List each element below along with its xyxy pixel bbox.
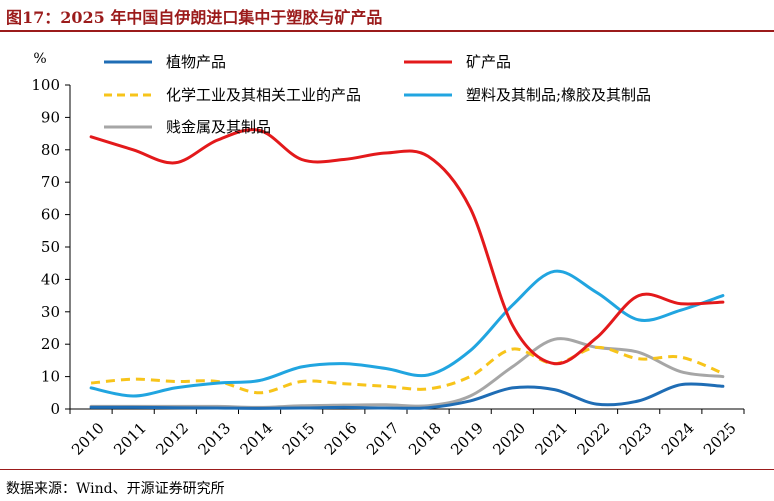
y-tick-label: 90	[41, 108, 60, 126]
series-line-2	[89, 128, 725, 366]
y-tick-label: 70	[41, 173, 60, 191]
source-note: 数据来源：Wind、开源证券研究所	[6, 481, 225, 497]
x-tick-label: 2021	[531, 419, 571, 459]
x-tick-label: 2020	[489, 419, 529, 459]
x-tick-label: 2014	[237, 419, 277, 459]
legend-label: 化学工业及其相关工业的产品	[166, 86, 361, 104]
y-tick-label: 50	[41, 238, 60, 256]
series-lines-group	[89, 128, 725, 410]
x-tick-label: 2010	[68, 419, 108, 459]
y-tick-label: 100	[31, 76, 60, 94]
y-tick-label: 0	[50, 400, 60, 418]
y-tick-label: 60	[41, 206, 60, 224]
legend-label: 贱金属及其制品	[166, 118, 271, 136]
y-tick-label: 40	[41, 270, 60, 288]
x-tick-label: 2024	[658, 419, 698, 459]
x-tick-label: 2025	[700, 419, 740, 459]
x-tick-label: 2017	[363, 419, 403, 459]
y-tick-label: 10	[41, 368, 60, 386]
series-line-5	[89, 337, 725, 409]
x-tick-label: 2011	[110, 419, 150, 459]
x-tick-label: 2015	[279, 419, 319, 459]
series-line-4	[89, 269, 725, 398]
x-tick-label: 2022	[574, 419, 614, 459]
figure-title: 图17：2025 年中国自伊朗进口集中于塑胶与矿产品	[6, 8, 383, 27]
x-tick-label: 2023	[616, 419, 656, 459]
source-divider	[0, 469, 774, 470]
y-unit-label: %	[33, 51, 46, 67]
legend-label: 植物产品	[166, 53, 226, 71]
x-tick-label: 2016	[321, 419, 361, 459]
y-tick-label: 80	[41, 141, 60, 159]
x-tick-label: 2012	[152, 419, 192, 459]
series-line-1	[89, 382, 725, 410]
legend-label: 矿产品	[466, 53, 511, 71]
y-tick-label: 20	[41, 335, 60, 353]
x-tick-label: 2019	[447, 419, 487, 459]
series-line-3	[90, 345, 724, 395]
x-tick-label: 2018	[405, 419, 445, 459]
x-tick-label: 2013	[194, 419, 234, 459]
y-tick-label: 30	[41, 303, 60, 321]
title-divider	[0, 30, 774, 32]
legend-label: 塑料及其制品;橡胶及其制品	[466, 86, 651, 104]
